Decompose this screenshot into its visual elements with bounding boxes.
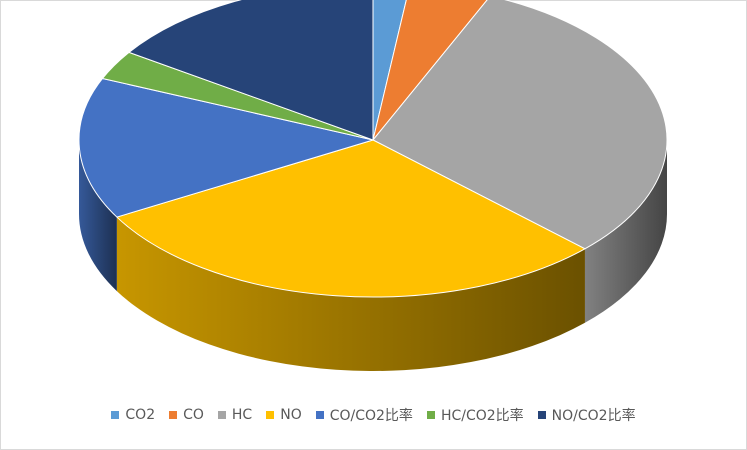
pie-slice-CO/CO2比率[interactable]: [78, 77, 374, 218]
legend-swatch: [315, 411, 324, 419]
pie-slice-NO/CO2比率[interactable]: [128, 0, 374, 141]
pie-side-CO/CO2比率: [79, 140, 117, 292]
legend-label: NO: [280, 407, 302, 423]
legend-label: CO2: [125, 407, 156, 423]
legend-item[interactable]: CO/CO2比率: [315, 405, 413, 425]
legend-item[interactable]: NO/CO2比率: [537, 405, 636, 425]
legend-swatch: [111, 411, 120, 419]
pie-side-NO: [116, 217, 585, 371]
legend-swatch: [266, 411, 275, 419]
legend-swatch: [426, 411, 435, 419]
legend-label: CO: [183, 407, 204, 423]
legend-swatch: [169, 411, 178, 419]
legend-label: CO/CO2比率: [329, 408, 413, 424]
legend-label: HC/CO2比率: [440, 408, 524, 424]
legend-label: HC: [231, 407, 253, 423]
legend-item[interactable]: NO: [266, 407, 302, 423]
legend-item[interactable]: HC/CO2比率: [426, 405, 524, 425]
pie-slice-CO[interactable]: [372, 0, 490, 141]
legend-item[interactable]: HC: [217, 407, 253, 423]
legend-swatch: [217, 411, 226, 419]
pie-slice-HC[interactable]: [372, 0, 668, 250]
pie-slice-NO[interactable]: [116, 139, 586, 298]
legend-item[interactable]: CO: [169, 407, 204, 423]
legend-swatch: [537, 411, 546, 419]
chart-legend: CO2 CO HC NO CO/CO2比率 HC/CO2比率 NO/CO2比率: [0, 405, 747, 425]
legend-item[interactable]: CO2: [111, 407, 155, 423]
pie-side-HC: [584, 140, 667, 323]
legend-label: NO/CO2比率: [551, 408, 636, 424]
